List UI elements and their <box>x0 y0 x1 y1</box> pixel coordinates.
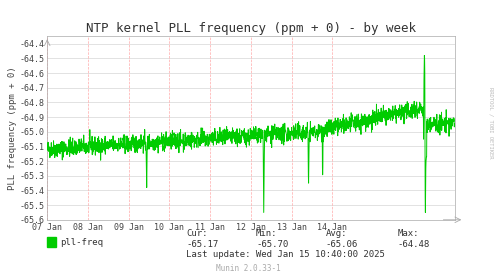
Text: RRDTOOL / TOBI OETIKER: RRDTOOL / TOBI OETIKER <box>489 87 494 159</box>
Text: Cur:: Cur: <box>186 229 208 238</box>
Text: Min:: Min: <box>256 229 277 238</box>
Text: -65.06: -65.06 <box>326 240 358 249</box>
Text: Last update: Wed Jan 15 10:40:00 2025: Last update: Wed Jan 15 10:40:00 2025 <box>186 250 385 259</box>
Text: pll-freq: pll-freq <box>60 238 103 247</box>
Text: Munin 2.0.33-1: Munin 2.0.33-1 <box>216 264 281 273</box>
Text: -65.70: -65.70 <box>256 240 288 249</box>
Y-axis label: PLL frequency (ppm + 0): PLL frequency (ppm + 0) <box>7 66 17 190</box>
Text: Max:: Max: <box>398 229 419 238</box>
Text: Avg:: Avg: <box>326 229 347 238</box>
Text: -65.17: -65.17 <box>186 240 219 249</box>
Title: NTP kernel PLL frequency (ppm + 0) - by week: NTP kernel PLL frequency (ppm + 0) - by … <box>86 22 416 35</box>
Text: -64.48: -64.48 <box>398 240 430 249</box>
